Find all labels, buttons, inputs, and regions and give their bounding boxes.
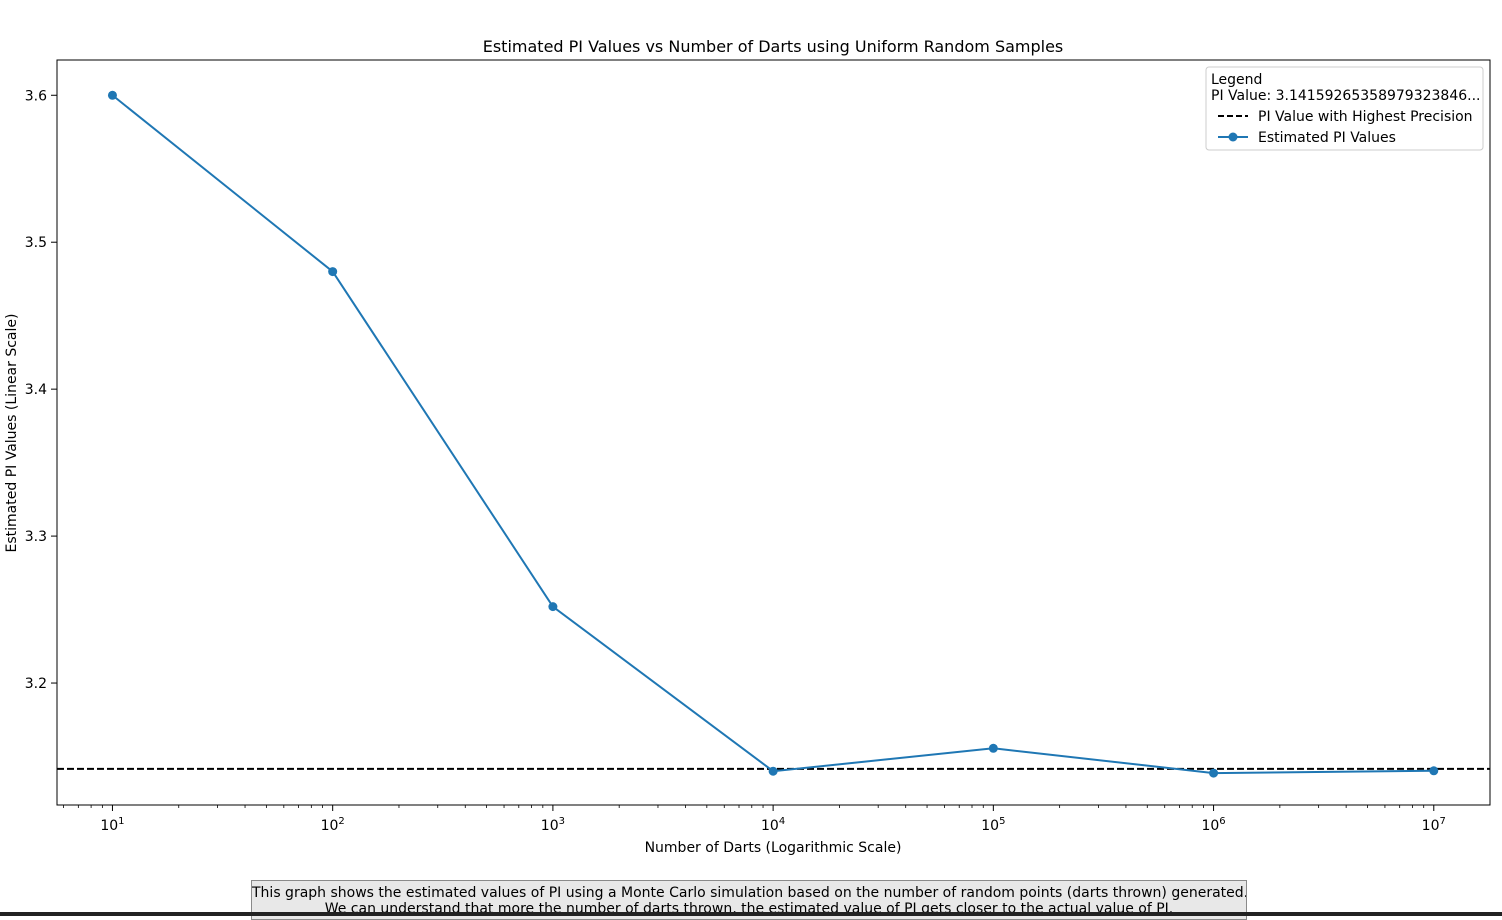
y-axis: 3.2 3.3 3.4 3.5 3.6 (25, 88, 57, 692)
y-tick-label-1: 3.3 (25, 529, 47, 545)
data-point-0-4 (988, 743, 998, 753)
legend: Legend PI Value: 3.14159265358979323846.… (1205, 66, 1484, 151)
plot-frame (56, 59, 1491, 806)
y-tick-label-4: 3.6 (25, 88, 47, 104)
series-line-0 (111, 94, 1434, 775)
legend-subtitle: PI Value: 3.14159265358979323846... (1211, 88, 1481, 104)
data-point-0-3 (768, 766, 778, 776)
data-point-0-1 (328, 267, 338, 277)
x-tick-label-2: 103 (541, 816, 565, 834)
y-tick-label-3: 3.5 (25, 235, 47, 251)
legend-title: Legend (1211, 72, 1262, 88)
x-axis: 101 102 103 104 105 106 107 (63, 805, 1446, 834)
data-point-0-5 (1209, 768, 1219, 778)
plot-area (57, 90, 1490, 778)
legend-marker-estimated-series (1228, 132, 1238, 142)
x-tick-label-1: 102 (321, 816, 345, 834)
data-point-0-2 (548, 602, 558, 612)
bottom-border (0, 912, 1502, 916)
y-axis-label: Estimated PI Values (Linear Scale) (4, 314, 20, 553)
x-tick-label-6: 107 (1422, 816, 1446, 834)
x-tick-label-0: 101 (100, 816, 124, 834)
chart-title: Estimated PI Values vs Number of Darts u… (483, 37, 1064, 56)
y-tick-label-2: 3.4 (25, 382, 47, 398)
data-point-0-6 (1429, 766, 1439, 776)
caption-line-1: This graph shows the estimated values of… (252, 885, 1247, 901)
data-point-0-0 (107, 90, 117, 100)
legend-label-reference-line: PI Value with Highest Precision (1258, 109, 1473, 125)
x-tick-label-3: 104 (761, 816, 785, 834)
x-tick-label-4: 105 (981, 816, 1005, 834)
x-tick-label-5: 106 (1201, 816, 1225, 834)
x-axis-label: Number of Darts (Logarithmic Scale) (645, 840, 902, 856)
legend-box (1205, 66, 1484, 151)
y-tick-label-0: 3.2 (25, 676, 47, 692)
legend-label-estimated-series: Estimated PI Values (1258, 130, 1396, 146)
